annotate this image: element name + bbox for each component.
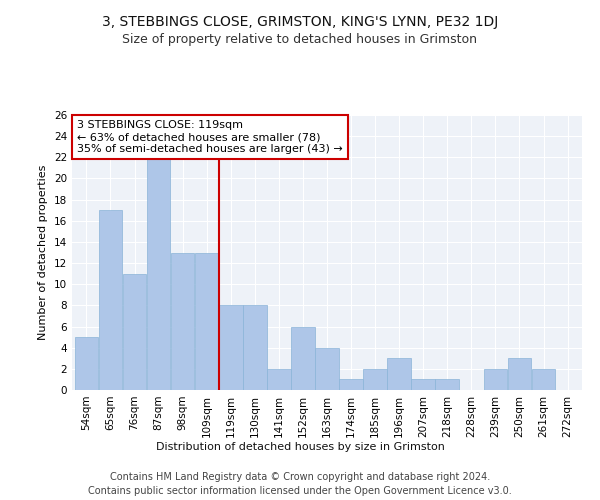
Bar (315, 348, 339, 390)
Text: Distribution of detached houses by size in Grimston: Distribution of detached houses by size … (155, 442, 445, 452)
Bar (339, 380, 363, 390)
Bar (291, 326, 315, 390)
Bar (364, 369, 387, 390)
Text: 3 STEBBINGS CLOSE: 119sqm
← 63% of detached houses are smaller (78)
35% of semi-: 3 STEBBINGS CLOSE: 119sqm ← 63% of detac… (77, 120, 343, 154)
Bar (484, 369, 507, 390)
Bar (243, 306, 266, 390)
Bar (412, 380, 435, 390)
Bar (99, 210, 122, 390)
Text: Size of property relative to detached houses in Grimston: Size of property relative to detached ho… (122, 32, 478, 46)
Bar (171, 252, 194, 390)
Text: Contains HM Land Registry data © Crown copyright and database right 2024.: Contains HM Land Registry data © Crown c… (110, 472, 490, 482)
Bar (508, 358, 531, 390)
Text: Contains public sector information licensed under the Open Government Licence v3: Contains public sector information licen… (88, 486, 512, 496)
Bar (74, 337, 98, 390)
Y-axis label: Number of detached properties: Number of detached properties (38, 165, 49, 340)
Bar (436, 380, 459, 390)
Bar (267, 369, 290, 390)
Bar (123, 274, 146, 390)
Bar (195, 252, 218, 390)
Bar (532, 369, 555, 390)
Text: 3, STEBBINGS CLOSE, GRIMSTON, KING'S LYNN, PE32 1DJ: 3, STEBBINGS CLOSE, GRIMSTON, KING'S LYN… (102, 15, 498, 29)
Bar (147, 158, 170, 390)
Bar (219, 306, 242, 390)
Bar (388, 358, 411, 390)
